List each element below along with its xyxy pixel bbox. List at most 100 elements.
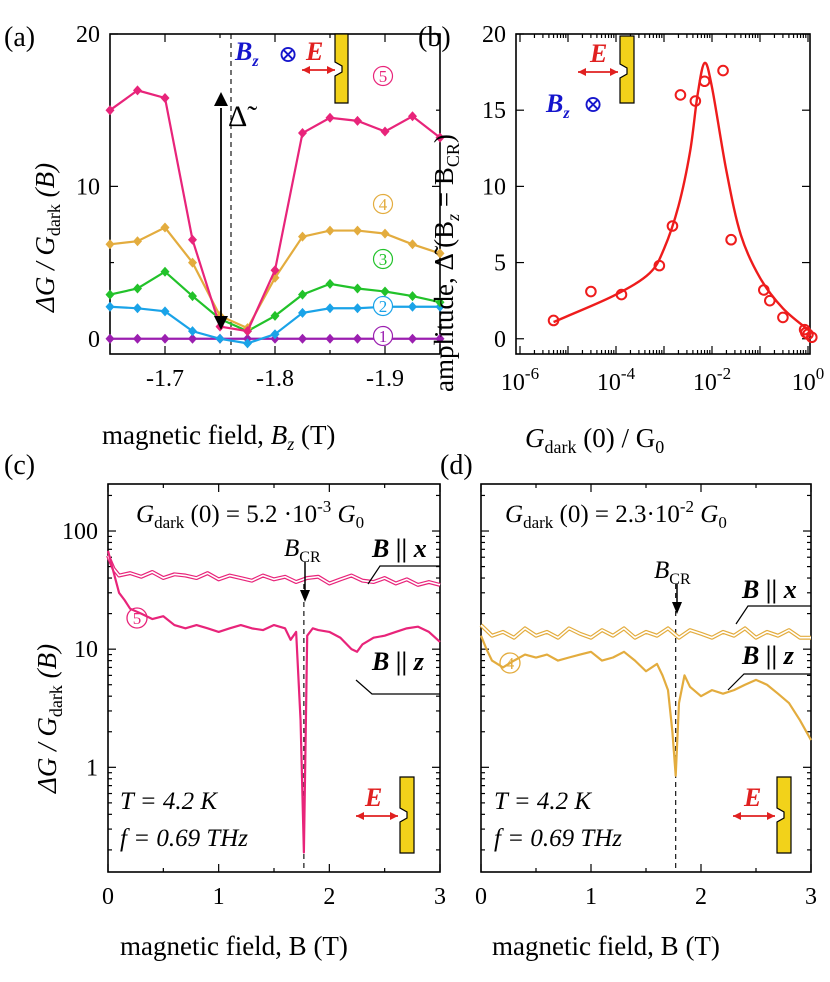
panel-d-ticks: 0 1 2 3 bbox=[475, 484, 817, 910]
panel-b-ytick-label: 20 bbox=[482, 22, 506, 48]
panel-b-xtick-label: 100 bbox=[792, 364, 825, 396]
panel-c-ytick-label: 10 bbox=[74, 637, 98, 663]
panel-a-point-5 bbox=[105, 105, 115, 116]
panel-a-point-1 bbox=[435, 333, 445, 344]
panel-c-title: Gdark (0) = 5.2 ·10-3 G0 bbox=[136, 497, 364, 532]
panel-c-series bbox=[106, 550, 441, 854]
panel-a-series: 1 2 3 4 5 bbox=[105, 65, 445, 349]
panel-a-ylabel: ΔG / Gdark (B) bbox=[30, 163, 64, 313]
panel-b-data-point bbox=[698, 75, 711, 88]
panel-c-xtick-label: 1 bbox=[213, 884, 225, 910]
panel-b-xlabel: Gdark (0) / G0 bbox=[525, 423, 664, 457]
panel-a-point-3 bbox=[298, 289, 307, 300]
panel-b-frame bbox=[515, 33, 811, 355]
panel-c-frequency: f = 0.69 THz bbox=[120, 825, 248, 852]
panel-a-point-2 bbox=[160, 306, 170, 317]
panel-b-otimes-icon: ⊗ bbox=[583, 92, 603, 118]
panel-d-temperature: T = 4.2 K bbox=[494, 788, 592, 815]
panel-d-bz-label: B || z bbox=[741, 641, 795, 670]
panel-a-point-1 bbox=[408, 333, 417, 344]
panel-c-temperature: T = 4.2 K bbox=[120, 788, 218, 815]
panel-a-point-5 bbox=[243, 326, 252, 337]
panel-a-xtick-label: -1.9 bbox=[366, 366, 404, 392]
panel-b-data-point bbox=[725, 233, 737, 246]
panel-b-data-point bbox=[615, 288, 628, 301]
panel-b-data-point bbox=[777, 311, 789, 324]
panel-d-series-bx-inner bbox=[480, 624, 811, 639]
panel-b-data-point bbox=[717, 64, 729, 77]
panel-d-contact-icon bbox=[776, 776, 792, 854]
panel-d-e-field-arrow-icon bbox=[733, 812, 775, 820]
panel-b-data-point bbox=[806, 331, 818, 344]
panel-a-series-marker-icon-2 bbox=[372, 295, 394, 317]
panel-a-point-5 bbox=[298, 128, 307, 139]
panel-b-points bbox=[547, 64, 818, 344]
panel-c-label: (c) bbox=[4, 450, 35, 481]
panel-a-point-5 bbox=[408, 111, 417, 122]
panel-b-data-point bbox=[763, 294, 776, 307]
panel-c-series-bx-inner bbox=[107, 555, 441, 586]
panel-d-series bbox=[479, 623, 812, 777]
panel-a-point-1 bbox=[105, 333, 115, 344]
panel-a-point-1 bbox=[353, 333, 362, 344]
panel-c-series-number: 5 bbox=[133, 609, 142, 628]
panel-a-series-number-3: 3 bbox=[379, 250, 388, 269]
panel-c-bz-leader bbox=[355, 679, 440, 695]
panel-a-point-5 bbox=[270, 265, 280, 276]
panel-b-ytick-label: 15 bbox=[482, 98, 506, 124]
delta-label: Δ̃ bbox=[228, 100, 257, 133]
panel-a-point-3 bbox=[105, 289, 115, 300]
panel-a-point-2 bbox=[105, 301, 115, 312]
panel-b-ytick-label: 0 bbox=[494, 327, 506, 353]
panel-a-label: (a) bbox=[4, 22, 35, 53]
panel-a-series-number-2: 2 bbox=[379, 297, 388, 316]
panel-b-data-point bbox=[758, 284, 770, 296]
panel-a-ytick-label: 10 bbox=[76, 174, 100, 200]
panel-b-e-field-arrow-icon bbox=[578, 68, 618, 76]
delta-arrow bbox=[214, 92, 228, 330]
panel-b-data-point bbox=[547, 314, 560, 327]
panel-c-xtick-label: 2 bbox=[323, 884, 335, 910]
panel-c-xlabel: magnetic field, B (T) bbox=[120, 931, 348, 961]
panel-b-data-point bbox=[666, 220, 679, 232]
panel-d-bx-leader bbox=[735, 605, 811, 625]
panel-b-label: (b) bbox=[418, 22, 451, 53]
panel-c-xtick-label: 0 bbox=[102, 884, 114, 910]
panel-a-point-1 bbox=[325, 333, 335, 344]
panel-a-ytick-label: 0 bbox=[88, 327, 100, 353]
panel-a-point-3 bbox=[160, 266, 170, 277]
panel-b-e-field-label: E bbox=[589, 39, 607, 68]
panel-c-bx-leader bbox=[367, 565, 440, 585]
panel-a-point-4 bbox=[105, 239, 115, 250]
panel-d-label: (d) bbox=[440, 450, 473, 481]
panel-a-series-marker-icon-5 bbox=[372, 65, 394, 87]
panel-c-series-marker-icon bbox=[126, 607, 148, 629]
panel-a: (a) -1.7 -1.8 -1.9 0 10 20 1 2 3 4 5 Δ̃ Bz ⊗ E ma… bbox=[4, 22, 445, 454]
panel-c-bz-label: B || z bbox=[371, 647, 425, 676]
panel-a-point-2 bbox=[188, 326, 197, 337]
panel-b-ytick-label: 5 bbox=[494, 251, 506, 277]
panel-a-point-2 bbox=[133, 303, 142, 314]
panel-c-bcr-label: BCR bbox=[284, 535, 321, 566]
panel-a-series-marker-icon-1 bbox=[372, 325, 394, 347]
panel-b-xtick-label: 10-6 bbox=[501, 364, 539, 396]
panel-b-xtick-label: 10-2 bbox=[693, 364, 731, 396]
panel-c-contact-icon bbox=[399, 776, 415, 854]
panel-a-point-5 bbox=[435, 132, 445, 143]
panel-d-title: Gdark (0) = 2.3·10-2 G0 bbox=[505, 497, 727, 532]
panel-c-bcr-arrow-icon bbox=[300, 562, 310, 602]
otimes-icon: ⊗ bbox=[278, 42, 298, 68]
panel-a-point-4 bbox=[380, 228, 390, 239]
panel-a-series-number-1: 1 bbox=[379, 327, 388, 346]
panel-b-fit-line bbox=[553, 61, 813, 334]
panel-a-point-3 bbox=[380, 286, 390, 297]
panel-c-e-field-label: E bbox=[364, 783, 382, 812]
panel-a-point-5 bbox=[380, 126, 390, 137]
contact-icon bbox=[334, 33, 349, 104]
panel-d-bcr-label: BCR bbox=[654, 557, 691, 588]
panel-d-xtick-label: 0 bbox=[475, 884, 487, 910]
panel-b-data-point bbox=[585, 285, 597, 298]
panel-a-xtick-label: -1.8 bbox=[256, 366, 294, 392]
